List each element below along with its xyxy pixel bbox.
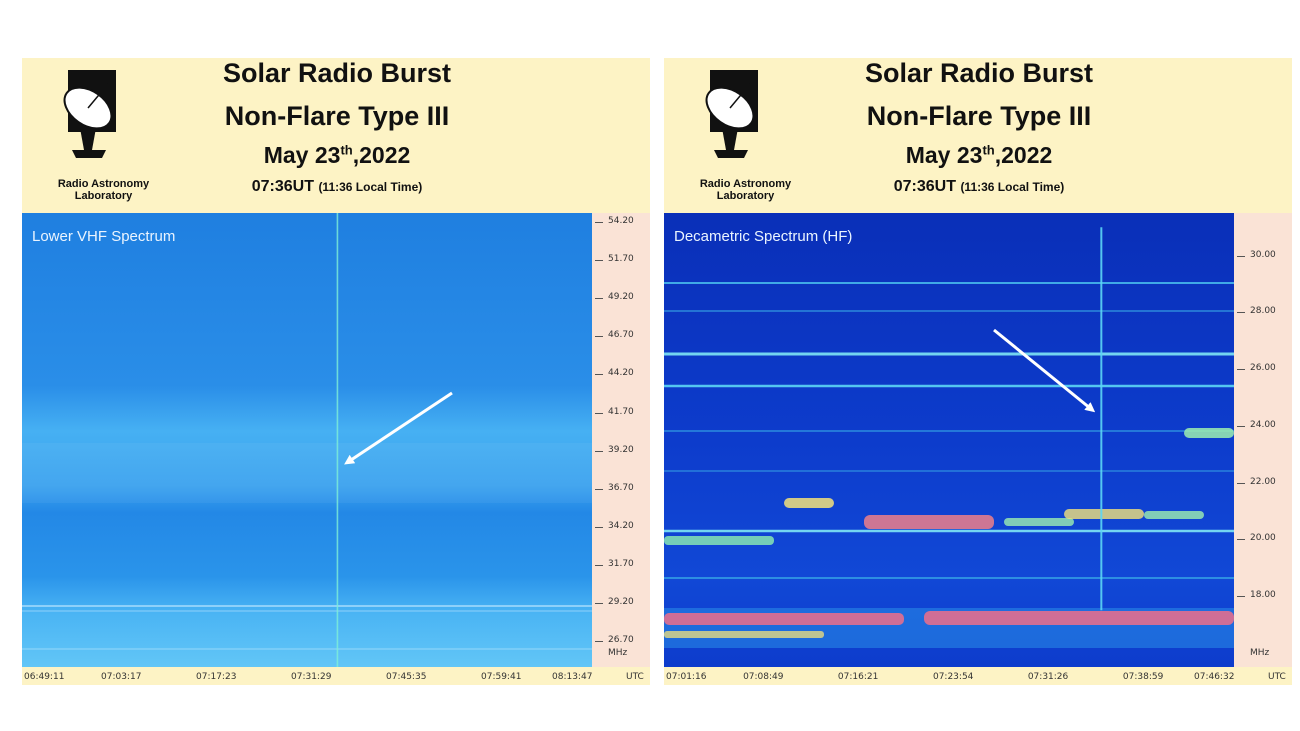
x-tick-label: 07:17:23 — [196, 672, 237, 682]
y-tick-mark — [595, 374, 603, 376]
y-axis-strip — [1234, 213, 1292, 685]
y-tick-mark — [595, 641, 603, 643]
title-line2: Non-Flare Type III — [866, 101, 1092, 131]
time: 07:36UT (11:36 Local Time) — [251, 178, 423, 195]
y-tick-mark — [1237, 312, 1245, 314]
y-tick-label: 28.00 — [1250, 306, 1276, 317]
emission-patch — [1184, 428, 1234, 438]
y-axis-unit: MHz — [608, 648, 628, 658]
emission-patch — [924, 611, 1234, 625]
y-tick-label: 24.00 — [1250, 419, 1276, 430]
emission-patch — [664, 631, 824, 638]
y-tick-mark — [1237, 255, 1245, 257]
y-tick-label: 29.20 — [608, 597, 634, 607]
y-tick-mark — [595, 603, 603, 604]
y-tick-label: 46.70 — [608, 330, 634, 341]
date: May 23th,2022 — [263, 142, 411, 168]
y-tick-mark — [595, 526, 603, 528]
y-tick-mark — [1237, 539, 1245, 541]
y-tick-label: 51.70 — [608, 254, 634, 265]
spectrogram-decametric — [664, 213, 1234, 667]
y-tick-label: 31.70 — [608, 558, 634, 569]
y-tick-label: 54.20 — [608, 216, 634, 227]
emission-patch — [864, 515, 994, 529]
y-tick-mark — [595, 260, 603, 262]
panel-header: Radio Astronomy Laboratory Solar Radio B… — [22, 58, 650, 213]
y-tick-label: 39.20 — [608, 444, 634, 455]
y-axis-unit: MHz — [1250, 648, 1270, 658]
radio-dish-icon — [705, 70, 758, 158]
emission-patch — [1004, 518, 1074, 526]
lab-name: Radio Astronomy Laboratory — [699, 178, 792, 202]
y-tick-mark — [595, 488, 603, 490]
x-tick-label: 07:31:29 — [291, 672, 332, 682]
y-tick-label: 26.00 — [1250, 363, 1276, 374]
y-tick-label: 30.00 — [1250, 249, 1276, 260]
x-axis-strip — [22, 667, 650, 685]
emission-patch — [1144, 511, 1204, 519]
x-tick-label: 07:01:16 — [666, 672, 707, 682]
y-tick-label: 20.00 — [1250, 533, 1276, 544]
time: 07:36UT (11:36 Local Time) — [893, 178, 1065, 195]
x-tick-label: 07:31:26 — [1027, 672, 1069, 682]
y-tick-mark — [595, 412, 603, 414]
radio-dish-icon — [63, 70, 116, 158]
y-tick-mark — [1237, 425, 1245, 427]
x-tick-label: 07:23:54 — [932, 672, 974, 682]
spectrum-background — [22, 213, 592, 667]
x-axis-unit: UTC — [1268, 672, 1286, 682]
y-axis-strip — [592, 213, 650, 685]
date: May 23th,2022 — [905, 142, 1053, 168]
x-tick-label: 07:08:49 — [743, 672, 784, 682]
x-tick-label: 07:46:32 — [1194, 672, 1235, 682]
title-line1: Solar Radio Burst — [222, 58, 452, 88]
y-tick-mark — [1237, 596, 1245, 598]
x-tick-label: 07:16:21 — [837, 672, 879, 682]
spectrum-label: Decametric Spectrum (HF) — [674, 228, 853, 245]
x-tick-label: 07:03:17 — [101, 672, 142, 682]
title-line1: Solar Radio Burst — [864, 58, 1094, 88]
y-tick-mark — [595, 298, 603, 300]
panel-header: Radio Astronomy Laboratory Solar Radio B… — [664, 58, 1292, 213]
y-tick-mark — [595, 564, 603, 566]
y-tick-label: 18.00 — [1250, 590, 1276, 601]
title-line2: Non-Flare Type III — [224, 101, 450, 131]
y-tick-label: 49.20 — [608, 292, 634, 303]
y-tick-label: 22.00 — [1250, 476, 1276, 487]
burst-arrow — [344, 391, 453, 465]
spectrum-label: Lower VHF Spectrum — [32, 228, 176, 245]
emission-patch — [664, 536, 774, 545]
spectrogram-lower-vhf — [22, 213, 592, 667]
emission-patch — [784, 498, 834, 508]
y-tick-label: 34.20 — [608, 520, 634, 531]
burst-arrow — [993, 328, 1096, 413]
lab-name: Radio Astronomy Laboratory — [57, 178, 150, 202]
x-axis-unit: UTC — [626, 672, 644, 682]
y-tick-mark — [595, 222, 603, 224]
emission-patch — [664, 613, 904, 625]
x-axis-strip — [664, 667, 1292, 685]
panel-lower-vhf: Radio Astronomy Laboratory Solar Radio B… — [22, 58, 650, 685]
spectrum-background — [664, 213, 1234, 667]
y-tick-label: 44.20 — [608, 368, 634, 379]
panel-decametric: Radio Astronomy Laboratory Solar Radio B… — [664, 58, 1292, 685]
x-tick-label: 06:49:11 — [24, 672, 65, 682]
y-tick-mark — [1237, 482, 1245, 484]
x-tick-label: 07:59:41 — [481, 672, 522, 682]
y-tick-mark — [1237, 369, 1245, 371]
y-tick-label: 26.70 — [608, 635, 634, 646]
y-tick-mark — [595, 336, 603, 338]
radio-telescope-logo: Radio Astronomy Laboratory — [678, 70, 791, 202]
emission-patch — [1064, 509, 1144, 519]
radio-telescope-logo: Radio Astronomy Laboratory — [36, 70, 149, 202]
y-tick-label: 36.70 — [608, 482, 634, 493]
y-tick-label: 41.70 — [608, 406, 634, 417]
x-tick-label: 07:38:59 — [1122, 672, 1164, 682]
y-tick-mark — [595, 450, 603, 452]
x-tick-label: 07:45:35 — [386, 672, 427, 682]
x-tick-label: 08:13:47 — [552, 672, 593, 682]
